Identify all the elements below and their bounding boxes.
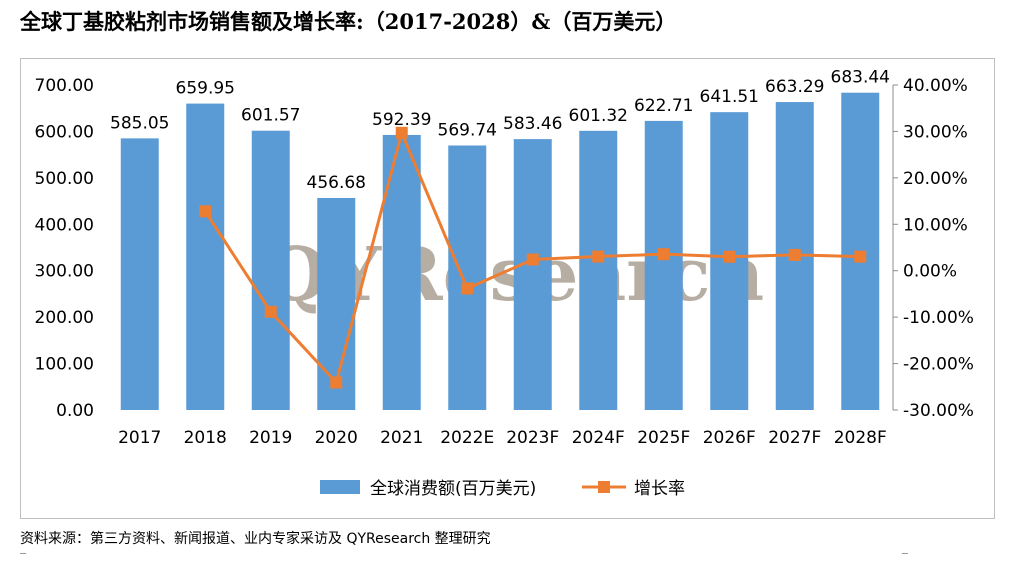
y-left-tick: 400.00 [35,215,94,235]
bar-2024F [579,130,618,410]
x-tick: 2027F [768,428,821,448]
x-tick: 2024F [572,428,625,448]
growth-marker-2028F [854,250,867,263]
bar-label-2023F: 583.46 [503,114,562,134]
y-right-tick: 20.00% [903,169,968,189]
x-tick: 2021 [380,428,423,448]
legend-line-label: 增长率 [634,479,685,499]
bar-label-2027F: 663.29 [765,77,824,97]
growth-marker-2026F [723,250,736,263]
bar-2018 [186,103,225,411]
x-tick: 2022E [440,428,494,448]
source-note: 资料来源：第三方资料、新闻报道、业内专家采访及 QYResearch 整理研究 [20,531,491,547]
corner-mark-left [20,553,26,560]
growth-marker-2020 [330,376,343,389]
chart-frame [20,58,995,519]
x-tick: 2028F [834,428,887,448]
bar-label-2017: 585.05 [110,113,169,133]
y-right-tick: 30.00% [903,122,968,142]
x-tick: 2019 [249,428,292,448]
growth-marker-2022E [461,282,474,295]
bar-2017 [120,138,159,411]
growth-marker-2025F [657,248,670,261]
y-left-tick: 500.00 [35,169,94,189]
y-right-tick: 0.00% [903,262,957,282]
x-tick: 2017 [118,428,161,448]
y-left-tick: 200.00 [35,308,94,328]
y-right-tick: 40.00% [903,76,968,96]
growth-marker-2024F [592,250,605,263]
y-right-tick: -20.00% [903,355,974,375]
bar-2023F [513,139,552,411]
bar-2021 [382,134,421,410]
x-tick: 2025F [637,428,690,448]
bar-label-2025F: 622.71 [634,96,693,116]
x-tick: 2023F [506,428,559,448]
x-tick: 2020 [315,428,358,448]
bar-label-2021: 592.39 [372,110,431,130]
y-right-tick: -10.00% [903,308,974,328]
legend-bar-label: 全球消费额(百万美元) [370,479,536,499]
growth-marker-2027F [788,248,801,261]
growth-marker-2023F [526,253,539,266]
chart-title: 全球丁基胶粘剂市场销售额及增长率:（2017-2028）&（百万美元） [20,9,677,34]
bar-label-2028F: 683.44 [831,68,890,88]
legend-line-marker [598,481,610,493]
bar-2020 [317,197,356,410]
bar-label-2020: 456.68 [307,173,366,193]
y-right-tick: -30.00% [903,401,974,421]
bar-label-2024F: 601.32 [569,106,628,126]
bar-label-2019: 601.57 [241,106,300,126]
bar-label-2022E: 569.74 [438,120,497,140]
corner-mark-right [902,553,908,560]
legend: 全球消费额(百万美元) 增长率 [320,479,685,499]
growth-marker-2018 [199,205,212,218]
bar-label-2018: 659.95 [176,79,235,99]
growth-marker-2021 [395,126,408,139]
y-left-tick: 300.00 [35,262,94,282]
bar-2022E [448,145,487,411]
y-left-tick: 0.00 [56,401,94,421]
x-tick: 2026F [703,428,756,448]
y-right-tick: 10.00% [903,215,968,235]
y-left-tick: 100.00 [35,355,94,375]
y-left-tick: 700.00 [35,76,94,96]
bar-2019 [251,130,290,410]
bar-label-2026F: 641.51 [700,87,759,107]
legend-bar-swatch [320,480,360,494]
x-tick: 2018 [184,428,227,448]
growth-marker-2019 [264,305,277,318]
bar-2025F [644,120,683,410]
y-left-tick: 600.00 [35,122,94,142]
